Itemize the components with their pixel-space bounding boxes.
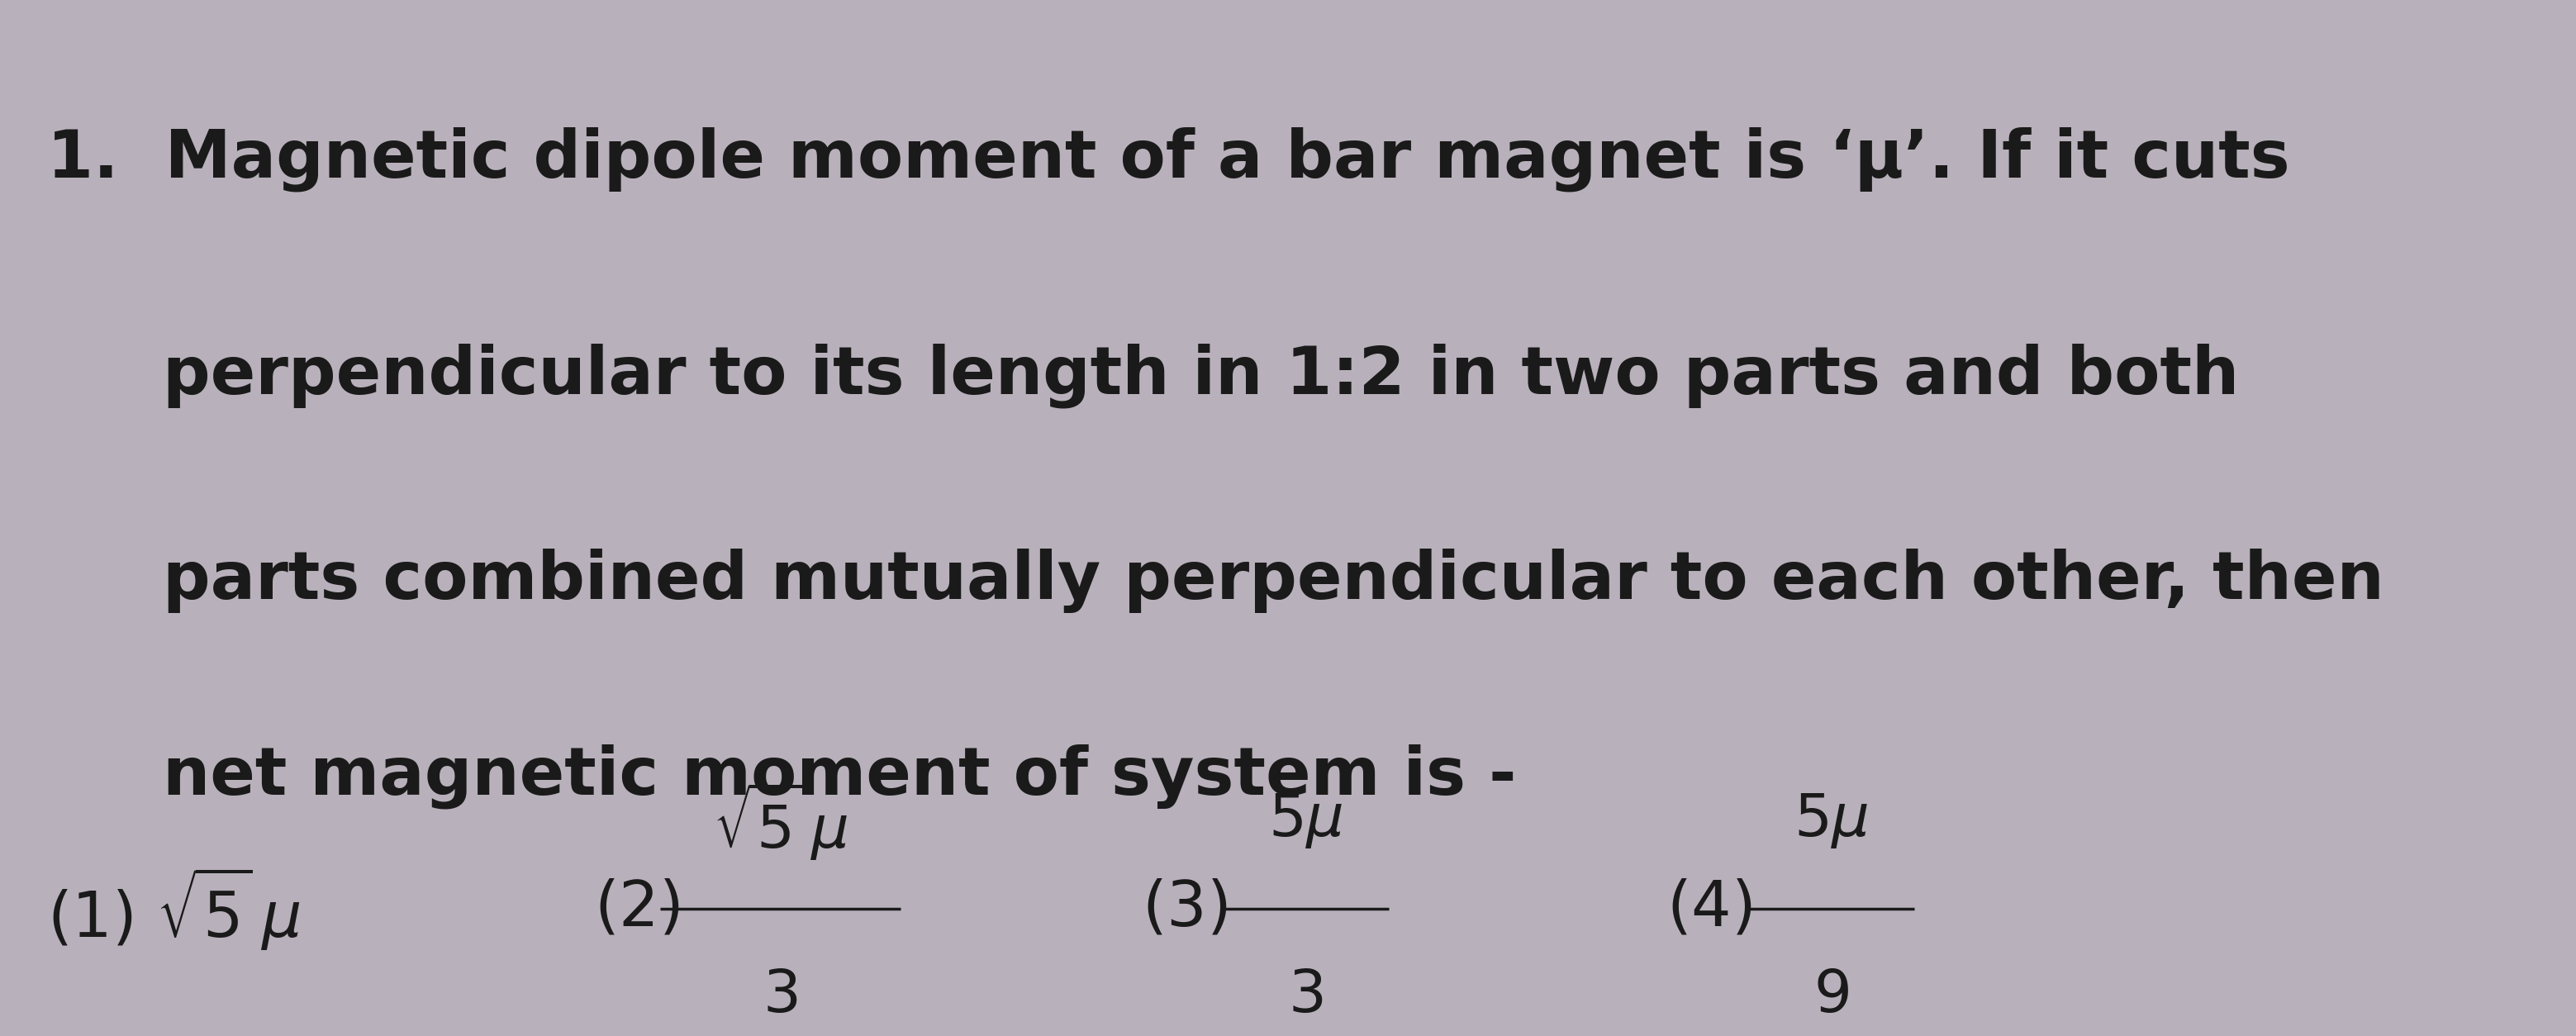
Text: $5\mu$: $5\mu$: [1793, 792, 1868, 851]
Text: $\sqrt{5}\,\mu$: $\sqrt{5}\,\mu$: [714, 780, 848, 862]
Text: $(4)$: $(4)$: [1667, 877, 1752, 939]
Text: net magnetic moment of system is -: net magnetic moment of system is -: [46, 744, 1517, 809]
Text: parts combined mutually perpendicular to each other, then: parts combined mutually perpendicular to…: [46, 549, 2385, 613]
Text: $3$: $3$: [762, 968, 799, 1025]
Text: perpendicular to its length in 1:2 in two parts and both: perpendicular to its length in 1:2 in tw…: [46, 343, 2239, 408]
Text: 1.  Magnetic dipole moment of a bar magnet is ‘μ’. If it cuts: 1. Magnetic dipole moment of a bar magne…: [46, 126, 2290, 192]
Text: $3$: $3$: [1288, 968, 1324, 1025]
Text: $5\mu$: $5\mu$: [1267, 792, 1342, 851]
Text: $(2)$: $(2)$: [595, 877, 680, 939]
Text: $9$: $9$: [1814, 968, 1850, 1025]
Text: $(1)\ \sqrt{5}\,\mu$: $(1)\ \sqrt{5}\,\mu$: [46, 865, 301, 952]
Text: $(3)$: $(3)$: [1141, 877, 1226, 939]
